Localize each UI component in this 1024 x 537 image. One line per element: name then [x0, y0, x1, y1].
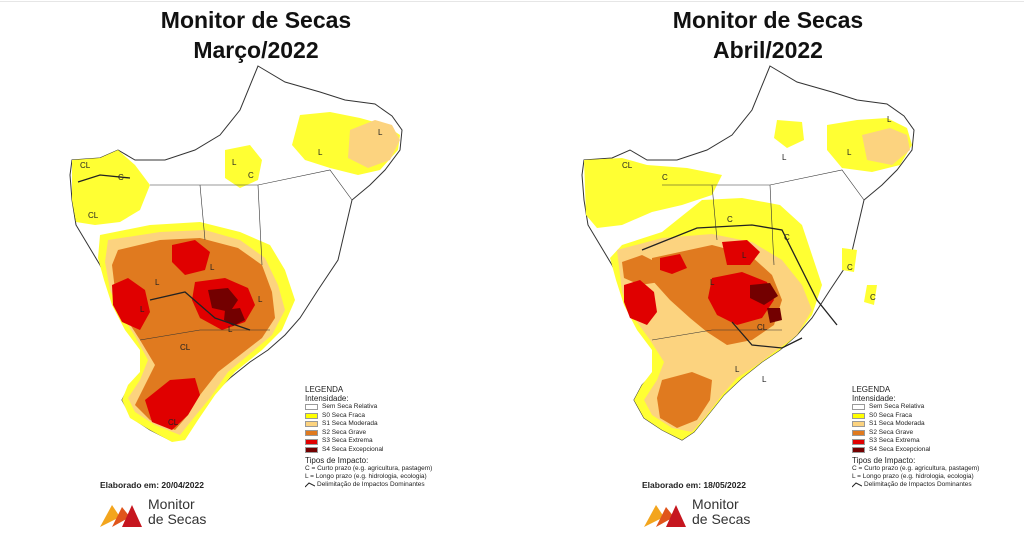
- legend-swatch: [852, 421, 865, 428]
- legend-swatch: [305, 421, 318, 428]
- map-label: C: [784, 233, 790, 242]
- map-label: L: [710, 278, 715, 287]
- delimitation-line-icon: [305, 482, 315, 488]
- logo-line2: de Secas: [148, 511, 207, 527]
- map-label: L: [140, 305, 145, 314]
- legend-item: S0 Seca Fraca: [305, 412, 432, 421]
- drought-map: CL C CL L L L C L L L L L CL CL: [69, 65, 403, 442]
- logo-line2: de Secas: [692, 511, 751, 527]
- legend-impact-line: Delimitação de Impactos Dominantes: [852, 481, 979, 489]
- legend-item: Sem Seca Relativa: [852, 403, 979, 412]
- map-label: CL: [757, 323, 768, 332]
- legend-swatch: [305, 438, 318, 445]
- panel-subtitle: Abril/2022: [713, 37, 823, 63]
- map-label: C: [870, 293, 876, 302]
- monitor-logo: Monitor de Secas: [642, 497, 802, 531]
- logo-line1: Monitor: [692, 496, 739, 512]
- legend-swatch: [852, 412, 865, 419]
- legend-swatch: [852, 430, 865, 437]
- map-label: L: [887, 115, 892, 124]
- legend-swatch: [852, 447, 865, 454]
- monitor-logo: Monitor de Secas: [98, 497, 258, 531]
- legend-swatch: [852, 404, 865, 411]
- panel-subtitle: Março/2022: [193, 37, 319, 63]
- legend-title: LEGENDA: [305, 385, 344, 394]
- map-label: CL: [80, 161, 91, 170]
- legend-item: S2 Seca Grave: [305, 429, 432, 438]
- map-label: L: [155, 278, 160, 287]
- map-label: L: [228, 325, 233, 334]
- drought-map: CL C L L L C C C C L L CL L L: [581, 65, 915, 441]
- top-divider: [0, 1, 1024, 2]
- map-label: L: [742, 251, 747, 260]
- map-label: L: [378, 128, 383, 137]
- legend-swatch: [305, 412, 318, 419]
- map-label: C: [118, 173, 124, 182]
- legend: LEGENDA Intensidade: Sem Seca Relativa S…: [852, 385, 979, 490]
- legend-item: S3 Seca Extrema: [305, 437, 432, 446]
- panel-april: Monitor de Secas Abril/2022 CL: [512, 0, 1024, 537]
- legend-item: S3 Seca Extrema: [852, 437, 979, 446]
- map-label: L: [258, 295, 263, 304]
- map-label: L: [210, 263, 215, 272]
- legend-impact-l: L = Longo prazo (e.g. hidrologia, ecolog…: [852, 472, 974, 480]
- legend-item: Sem Seca Relativa: [305, 403, 432, 412]
- logo-mark-icon: [100, 505, 142, 527]
- map-label: L: [782, 153, 787, 162]
- map-label: L: [318, 148, 323, 157]
- legend-item: S1 Seca Moderada: [305, 420, 432, 429]
- legend-intensity-title: Intensidade:: [305, 394, 349, 403]
- map-label: CL: [180, 343, 191, 352]
- map-label: CL: [168, 418, 179, 427]
- delimitation-line-icon: [852, 482, 862, 488]
- legend-impact-c: C = Curto prazo (e.g. agricultura, pasta…: [305, 464, 433, 472]
- legend-item: S1 Seca Moderada: [852, 420, 979, 429]
- map-label: C: [662, 173, 668, 182]
- legend-impact-l: L = Longo prazo (e.g. hidrologia, ecolog…: [305, 472, 427, 480]
- logo-mark-icon: [644, 505, 686, 527]
- map-label: CL: [88, 211, 99, 220]
- map-label: C: [248, 171, 254, 180]
- legend-swatch: [305, 430, 318, 437]
- map-label: CL: [622, 161, 633, 170]
- elaborado-date: Elaborado em: 20/04/2022: [100, 480, 204, 490]
- legend-title: LEGENDA: [852, 385, 891, 394]
- map-label: L: [847, 148, 852, 157]
- map-label: C: [727, 215, 733, 224]
- legend: LEGENDA Intensidade: Sem Seca Relativa S…: [305, 385, 432, 490]
- legend-impact-title: Tipos de Impacto:: [305, 455, 369, 465]
- logo-line1: Monitor: [148, 496, 195, 512]
- legend-swatch: [305, 404, 318, 411]
- elaborado-date: Elaborado em: 18/05/2022: [642, 480, 746, 490]
- map-label: L: [735, 365, 740, 374]
- panel-title: Monitor de Secas: [160, 7, 352, 33]
- map-label: L: [232, 158, 237, 167]
- legend-swatch: [305, 447, 318, 454]
- legend-intensity-title: Intensidade:: [852, 394, 896, 403]
- map-label: C: [847, 263, 853, 272]
- legend-item: S4 Seca Excepcional: [852, 446, 979, 455]
- legend-impact-title: Tipos de Impacto:: [852, 455, 916, 465]
- legend-impact-c: C = Curto prazo (e.g. agricultura, pasta…: [852, 464, 980, 472]
- legend-item: S2 Seca Grave: [852, 429, 979, 438]
- legend-item: S0 Seca Fraca: [852, 412, 979, 421]
- panel-title: Monitor de Secas: [672, 7, 864, 33]
- legend-item: S4 Seca Excepcional: [305, 446, 432, 455]
- map-label: L: [762, 375, 767, 384]
- legend-swatch: [852, 438, 865, 445]
- panel-march: Monitor de Secas Março/2022 CL C CL: [69, 7, 432, 531]
- legend-impact-line: Delimitação de Impactos Dominantes: [305, 481, 432, 489]
